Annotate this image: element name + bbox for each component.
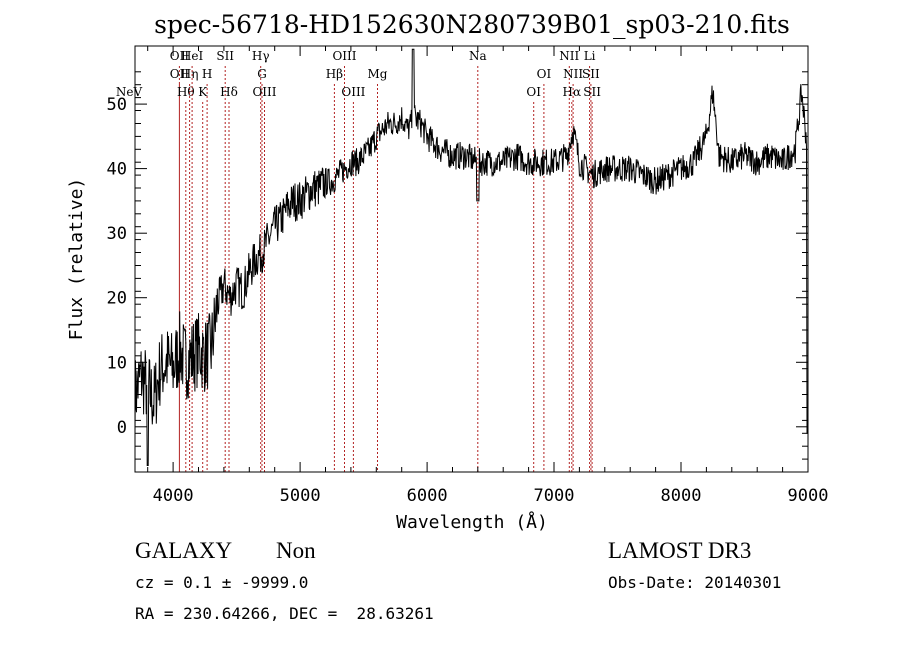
line-marker-label: OII [170,49,190,63]
line-marker-label: SII [583,85,601,99]
observation-date: Obs-Date: 20140301 [608,573,782,592]
line-marker-label: SII [216,49,234,63]
object-class: GALAXY [135,538,233,563]
line-marker-label: Hγ [252,49,270,63]
line-marker-label: OI [537,67,552,81]
line-markers: NeV OII OII Hθ Hη HeI KH SII Hδ Hγ G OIII Hβ OIII OIII… [116,49,601,472]
line-marker-label: Mg [368,67,388,81]
y-tick-label: 30 [107,224,127,244]
x-axis: 4000 5000 6000 7000 8000 9000 [147,46,829,506]
line-marker-label: HeI [181,49,204,63]
y-tick-label: 50 [107,95,127,115]
line-marker-label: Hα [563,85,582,99]
survey-name: LAMOST DR3 [608,538,752,563]
line-marker-label: G [257,67,267,81]
x-axis-label: Wavelength (Å) [396,511,548,533]
line-marker-label: OIII [252,85,276,99]
line-marker-label: OI [526,85,541,99]
x-tick-label: 5000 [280,486,321,506]
line-marker-label: H [202,67,212,81]
line-marker-label: Hθ [177,85,195,99]
chart-title: spec-56718-HD152630N280739B01_sp03-210.f… [154,10,790,39]
line-marker-label: Li [584,49,596,63]
object-subclass: Non [276,538,316,563]
y-axis: 0 10 20 30 40 50 [107,71,808,460]
y-tick-label: 40 [107,160,127,180]
redshift-info: cz = 0.1 ± -9999.0 [135,573,309,592]
x-tick-label: 4000 [153,486,194,506]
line-marker-label: NII [559,49,579,63]
line-marker-label: Hη [181,67,199,81]
line-marker-label: SII [582,67,600,81]
plot-frame [134,45,809,473]
y-tick-label: 0 [117,418,127,438]
spectrum-line [134,48,808,466]
line-marker-label: OIII [341,85,365,99]
y-axis-label: Flux (relative) [66,178,87,341]
y-tick-label: 10 [107,353,127,373]
x-tick-label: 6000 [407,486,448,506]
line-marker-label: NII [563,67,583,81]
line-marker-label: OIII [332,49,356,63]
line-marker-label: Na [469,49,487,63]
x-tick-label: 9000 [788,486,829,506]
coordinates-info: RA = 230.64266, DEC = 28.63261 [135,604,434,623]
spectrum-series [134,48,808,466]
line-marker-label: Hβ [326,67,343,81]
x-tick-label: 8000 [661,486,702,506]
y-tick-label: 20 [107,289,127,309]
x-tick-label: 7000 [534,486,575,506]
line-marker-label: OII [170,67,190,81]
line-marker-label: NeV [116,85,143,99]
line-marker-label: K [198,85,208,99]
line-marker-label: Hδ [220,85,238,99]
